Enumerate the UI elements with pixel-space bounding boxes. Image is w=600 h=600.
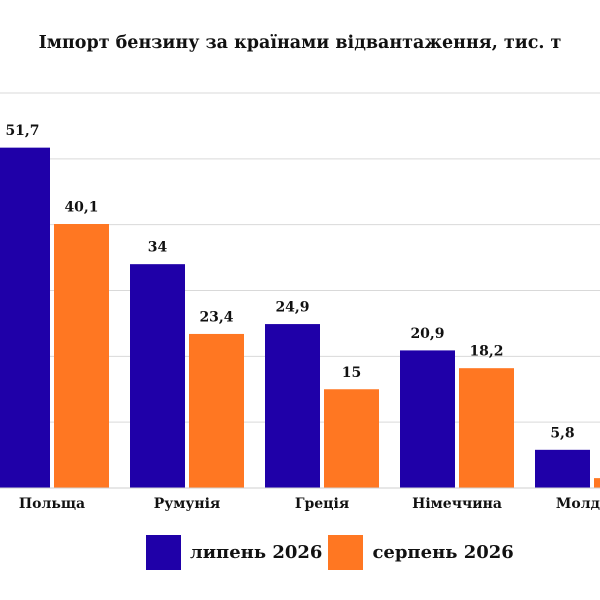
data-label: 24,9 — [275, 300, 309, 316]
chart-title: Імпорт бензину за країнами відвантаження… — [38, 33, 562, 53]
bar-august-2 — [324, 389, 379, 488]
data-label: 40,1 — [64, 200, 98, 216]
legend-item-august: серпень 2026 — [328, 535, 514, 570]
legend-item-july: липень 2026 — [146, 535, 322, 570]
x-tick-label: Румунія — [154, 496, 221, 512]
bar-july-3 — [400, 350, 455, 488]
x-tick-label: Греція — [295, 496, 349, 512]
data-label: 51,7 — [5, 123, 39, 139]
data-label: 15 — [342, 365, 361, 381]
data-label: 20,9 — [410, 326, 444, 342]
legend-swatch-july — [146, 535, 181, 570]
legend-label-august: серпень 2026 — [372, 542, 514, 563]
bar-july-4 — [535, 449, 590, 488]
bar-july-1 — [130, 264, 185, 488]
x-tick-label: Німеччина — [412, 496, 502, 512]
x-tick-label: Молдова — [556, 496, 600, 512]
data-label: 34 — [148, 240, 168, 256]
bar-august-3 — [459, 368, 514, 488]
legend: липень 2026 серпень 2026 — [146, 535, 520, 570]
data-label: 23,4 — [199, 309, 233, 325]
bar-august-1 — [189, 333, 244, 488]
bar-july-2 — [265, 324, 320, 488]
legend-swatch-august — [328, 535, 364, 570]
bar-july-0 — [0, 147, 50, 488]
x-tick-label: Польща — [19, 496, 85, 512]
data-label: 18,2 — [469, 344, 503, 360]
bar-august-0 — [54, 224, 109, 488]
data-label: 5,8 — [550, 425, 574, 441]
legend-label-july: липень 2026 — [190, 542, 323, 563]
bar-august-4 — [594, 478, 600, 488]
